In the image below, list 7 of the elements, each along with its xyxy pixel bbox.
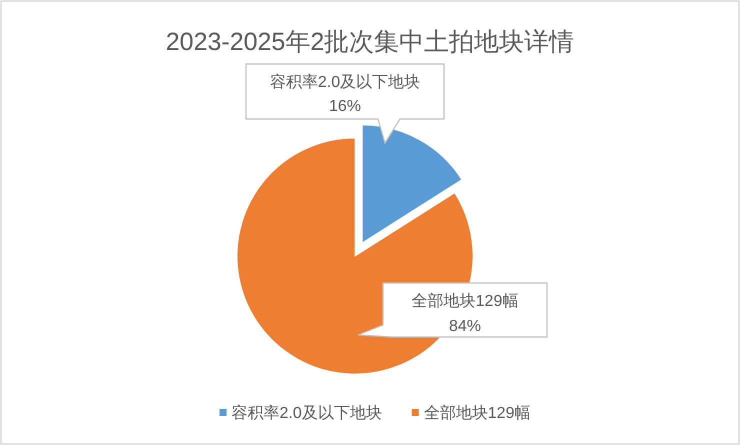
slice-label: 容积率2.0及以下地块: [270, 73, 420, 91]
legend-label: 容积率2.0及以下地块: [232, 404, 382, 422]
legend-label: 全部地块129幅: [424, 404, 530, 422]
data-label: 84%: [448, 318, 482, 335]
data-label: 16%: [328, 98, 362, 115]
title: 2023-2025年2批次集中土拍地块详情: [166, 28, 574, 56]
slice-label: 全部地块129幅: [412, 292, 518, 310]
